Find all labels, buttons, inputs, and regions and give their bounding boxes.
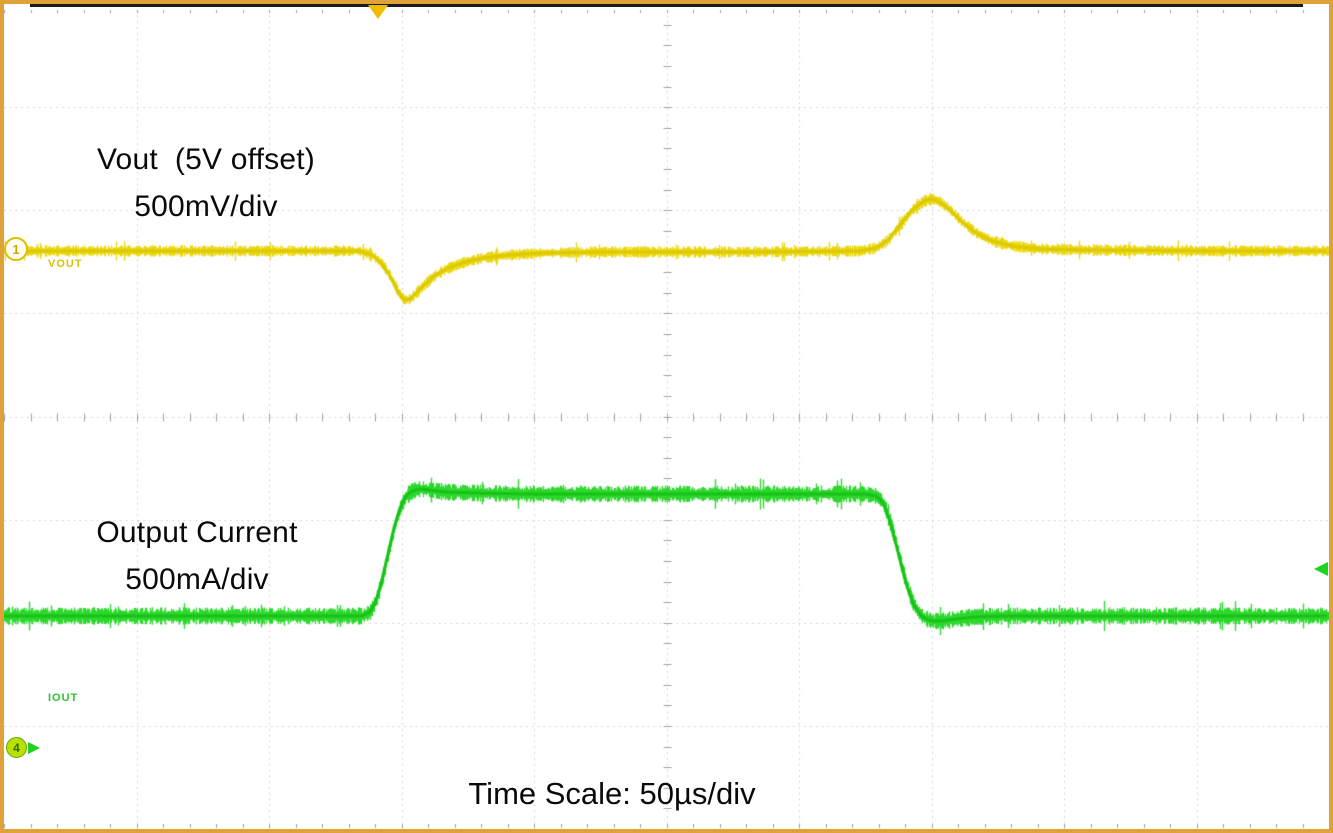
screen-bezel-line [30, 4, 1303, 7]
channel-1-marker: 1 [4, 237, 28, 261]
time-scale-label: Time Scale: 50µs/div [468, 776, 756, 811]
vout-annotation-line1: Vout (5V offset) [97, 143, 315, 176]
iout-annotation-line1: Output Current [96, 516, 298, 549]
waveform-display [4, 4, 1329, 829]
iout-annotation: Output Current 500mA/div [32, 509, 362, 603]
trigger-position-icon [368, 5, 388, 19]
vout-annotation-line2: 500mV/div [134, 190, 278, 223]
vout-annotation: Vout (5V offset) 500mV/div [46, 136, 366, 230]
iout-channel-tag: IOUT [48, 692, 79, 704]
vout-channel-tag: VOUT [48, 258, 83, 270]
channel-4-arrow-icon [28, 742, 40, 754]
channel-4-marker: 4 [6, 737, 27, 758]
iout-annotation-line2: 500mA/div [125, 563, 269, 596]
channel-4-reference-arrow-icon [1314, 562, 1328, 576]
